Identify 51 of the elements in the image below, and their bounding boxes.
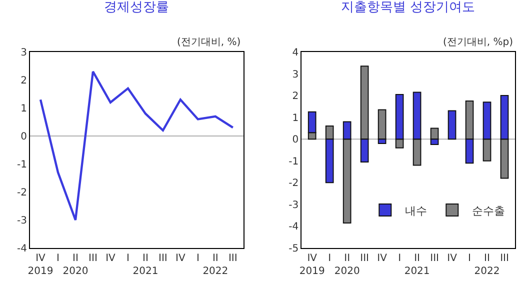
legend-label: 내수 — [405, 204, 428, 218]
x-tick-label: IV — [176, 253, 186, 264]
y-tick-label: 0 — [20, 132, 27, 142]
x-tick-label: IV 2019 — [299, 253, 325, 277]
x-tick-label: II 2021 — [404, 253, 430, 277]
y-tick-label: 0 — [292, 134, 299, 146]
x-tick-label: II 2022 — [474, 253, 500, 277]
x-tick-label: II 2020 — [62, 253, 88, 277]
y-tick-label: -1 — [17, 160, 27, 170]
x-tick-label: I — [398, 253, 402, 264]
x-tick-label: I — [328, 253, 332, 264]
chart-title: 경제성장률 — [104, 0, 169, 15]
y-tick-label: 2 — [20, 76, 27, 86]
bar — [378, 109, 386, 140]
y-tick-label: -2 — [17, 188, 27, 198]
y-tick-label: 2 — [292, 91, 299, 102]
x-tick-label: IV 2019 — [28, 253, 54, 277]
x-tick-label: II 2020 — [334, 253, 360, 277]
text: (전기대비, %p) — [443, 37, 514, 48]
x-tick-label: III — [500, 253, 509, 264]
y-tick-label: -4 — [288, 222, 299, 233]
x-tick-label: II 2021 — [132, 253, 158, 277]
x-tick-label: I — [126, 253, 130, 264]
x-tick-label: I — [468, 253, 471, 264]
y-tick-label: 3 — [292, 69, 299, 80]
x-tick-label: III — [430, 253, 439, 264]
y-tick-label: -1 — [288, 156, 299, 168]
y-tick-label: -3 — [288, 200, 299, 211]
y-tick-label: -2 — [288, 178, 299, 190]
x-tick-label: I — [56, 253, 60, 264]
y-tick-label: -4 — [17, 244, 27, 254]
chart-title: 지출항목별 성장기여도 — [341, 0, 476, 15]
y-tick-label: -5 — [288, 244, 299, 254]
y-tick-label: 1 — [292, 112, 299, 124]
x-tick-label: IV — [377, 253, 388, 264]
x-tick-label: I — [196, 253, 200, 264]
y-tick-label: -3 — [17, 216, 27, 226]
x-tick-label: III — [360, 253, 369, 264]
bar — [448, 110, 456, 140]
x-tick-label: III — [228, 253, 238, 264]
x-tick-label: III — [158, 253, 168, 264]
y-tick-label: 3 — [20, 48, 27, 58]
x-tick-label: II 2022 — [202, 253, 228, 277]
x-tick-label: IV — [106, 253, 116, 264]
x-tick-label: III — [88, 253, 98, 264]
legend-label: 순수출 — [472, 204, 506, 218]
y-tick-label: 1 — [20, 104, 27, 114]
text: (전기대비, %) — [177, 37, 241, 48]
x-tick-label: IV — [447, 253, 458, 264]
y-tick-label: 4 — [292, 48, 299, 58]
line-series — [39, 70, 234, 222]
